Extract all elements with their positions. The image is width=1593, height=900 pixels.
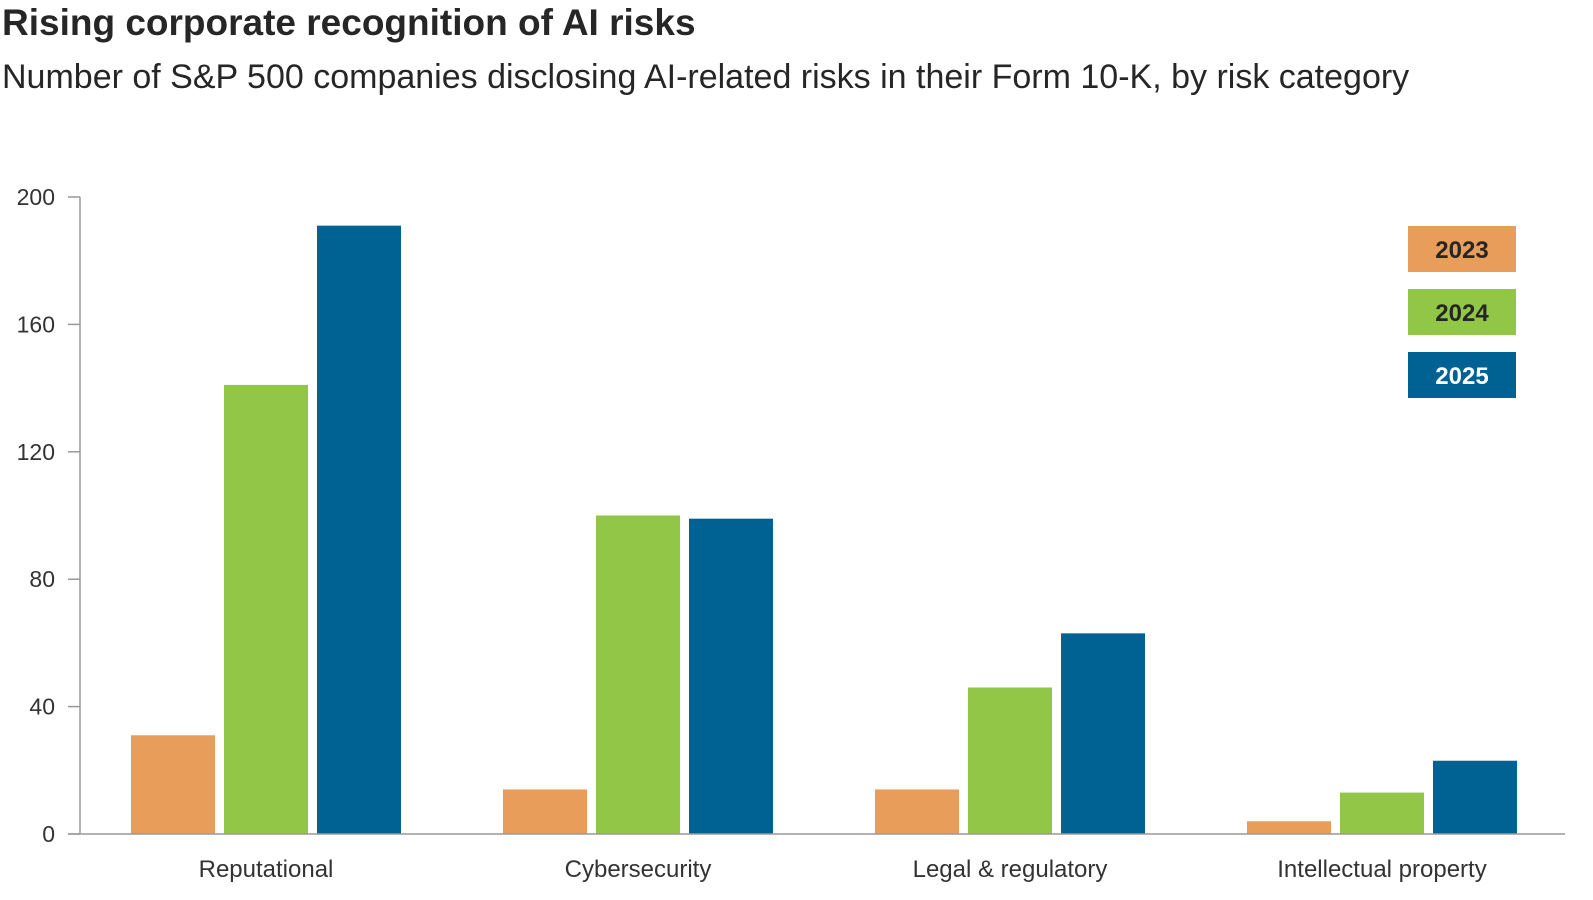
chart-title: Rising corporate recognition of AI risks <box>2 2 696 43</box>
bar-2023-1 <box>503 789 587 834</box>
bar-2023-0 <box>131 735 215 834</box>
y-tick-label: 0 <box>42 821 55 847</box>
legend-swatch-2023 <box>1408 226 1516 272</box>
x-category-label: Cybersecurity <box>565 856 712 883</box>
x-category-label: Legal & regulatory <box>913 856 1108 883</box>
bar-2024-1 <box>596 515 680 834</box>
legend-label: 2025 <box>1435 363 1488 390</box>
legend-label: 2023 <box>1435 237 1488 264</box>
y-tick-label: 80 <box>29 566 55 592</box>
bar-2025-2 <box>1061 633 1145 834</box>
bar-2025-1 <box>689 518 773 834</box>
bar-2025-3 <box>1433 760 1517 834</box>
chart-subtitle: Number of S&P 500 companies disclosing A… <box>2 58 1410 96</box>
bar-2024-3 <box>1340 792 1424 834</box>
y-tick-label: 200 <box>17 184 55 210</box>
y-tick-label: 160 <box>17 311 55 337</box>
bar-2025-0 <box>317 225 401 835</box>
x-category-label: Intellectual property <box>1277 856 1486 883</box>
bar-2023-3 <box>1247 821 1331 834</box>
x-category-label: Reputational <box>199 856 334 883</box>
legend-swatch-2025 <box>1408 352 1516 398</box>
legend-label: 2024 <box>1435 300 1489 327</box>
y-tick-label: 40 <box>29 694 55 720</box>
bar-2024-0 <box>224 384 308 834</box>
bar-2024-2 <box>968 687 1052 834</box>
y-tick-label: 120 <box>17 439 55 465</box>
bar-2023-2 <box>875 789 959 834</box>
legend-swatch-2024 <box>1408 289 1516 335</box>
